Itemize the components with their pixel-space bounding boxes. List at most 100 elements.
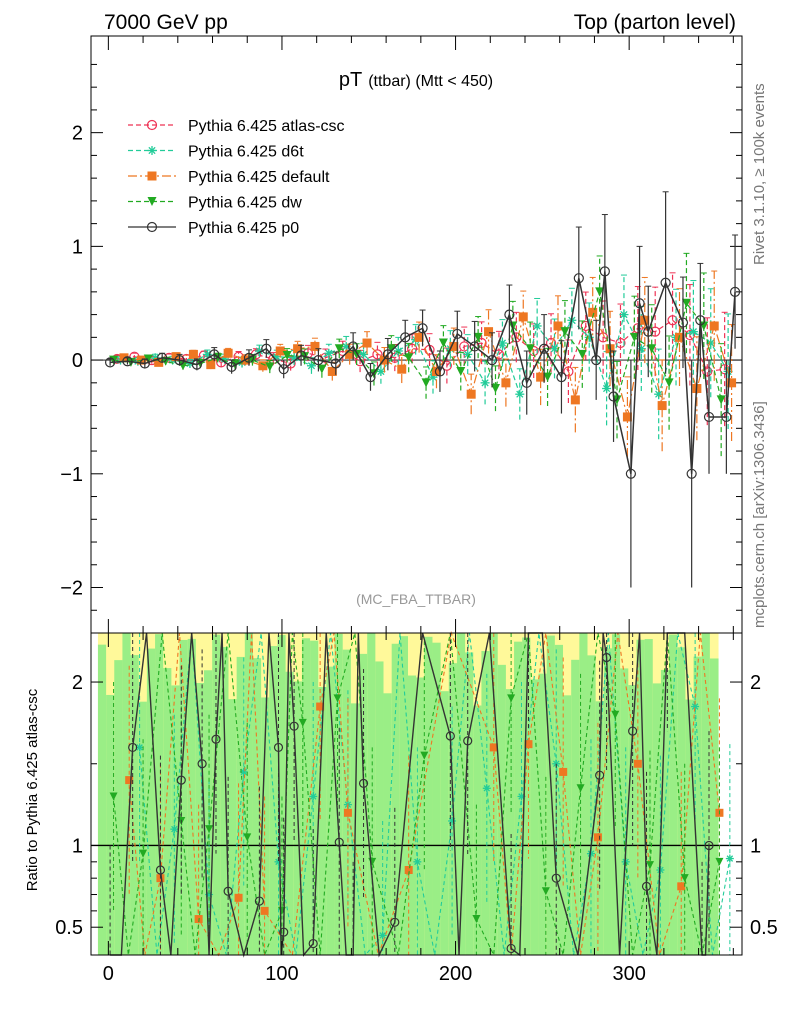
marker-open-circle bbox=[334, 837, 344, 847]
ratio-band-green bbox=[375, 661, 385, 955]
legend: Pythia 6.425 atlas-csc Pythia 6.425 d6t Py… bbox=[128, 118, 345, 237]
marker-square bbox=[657, 401, 667, 411]
main-data-layer bbox=[91, 191, 742, 588]
marker-open-circle bbox=[278, 364, 289, 375]
marker-square bbox=[622, 412, 632, 422]
ratio-band-green bbox=[628, 685, 637, 955]
marker-triangle bbox=[611, 710, 620, 719]
xtick-label: 200 bbox=[439, 963, 472, 985]
marker-open-circle bbox=[625, 468, 636, 479]
marker-open-circle bbox=[643, 326, 654, 337]
ratio-ytick-label-right: 0.5 bbox=[750, 917, 778, 939]
marker-open-circle bbox=[243, 352, 255, 363]
marker-open-circle bbox=[191, 359, 202, 370]
main-panel: −2 −1 0 1 2 pT (ttbar) (Mtt < 450) (MC_FBA_T… bbox=[60, 35, 743, 634]
marker-star bbox=[688, 327, 698, 337]
ratio-band-green bbox=[261, 697, 270, 955]
marker-star-stroke bbox=[414, 858, 421, 866]
marker-square bbox=[275, 346, 285, 356]
marker-triangle bbox=[265, 362, 275, 372]
marker-open-circle bbox=[601, 652, 612, 663]
ratio-band-green bbox=[709, 658, 719, 955]
ratio-band-green bbox=[579, 633, 588, 955]
marker-open-circle bbox=[452, 328, 463, 340]
xtick-label: 100 bbox=[265, 963, 298, 985]
ratio-band-green bbox=[163, 668, 172, 955]
marker-open-circle bbox=[641, 881, 652, 891]
ratio-band-green bbox=[220, 647, 229, 955]
marker-star bbox=[309, 792, 318, 801]
ratio-ylabel: Ratio to Pythia 6.425 atlas-csc bbox=[24, 688, 41, 891]
marker-open-circle bbox=[686, 468, 697, 479]
marker-star bbox=[463, 349, 473, 359]
marker-star-stroke bbox=[377, 367, 385, 376]
ratio-ytick-label: 2 bbox=[72, 672, 83, 694]
marker-triangle bbox=[595, 287, 605, 297]
marker-triangle bbox=[576, 784, 585, 793]
marker-star-stroke bbox=[136, 744, 143, 751]
marker-square bbox=[258, 361, 268, 371]
marker-open-circle bbox=[486, 354, 498, 366]
marker-square bbox=[188, 349, 198, 359]
marker-triangle bbox=[645, 861, 654, 870]
marker-star-stroke bbox=[171, 825, 178, 833]
marker-square bbox=[588, 307, 598, 317]
ratio-band-green bbox=[416, 677, 425, 955]
legend-item: Pythia 6.425 default bbox=[128, 169, 330, 186]
marker-square bbox=[484, 327, 494, 337]
marker-square bbox=[397, 364, 407, 374]
marker-triangle bbox=[543, 372, 553, 382]
marker-open-circle bbox=[146, 221, 158, 233]
marker-open-circle bbox=[573, 273, 584, 284]
marker-open-circle bbox=[382, 349, 393, 360]
marker-open-circle bbox=[595, 770, 605, 780]
marker-triangle bbox=[420, 751, 429, 760]
marker-star-stroke bbox=[655, 390, 663, 398]
marker-open-circle bbox=[254, 896, 264, 906]
marker-triangle bbox=[541, 887, 550, 896]
marker-open-circle bbox=[122, 356, 133, 367]
ratio-band-green bbox=[538, 673, 548, 955]
legend-label: Pythia 6.425 dw bbox=[188, 195, 302, 212]
marker-star bbox=[550, 344, 560, 354]
ratio-band-green bbox=[114, 660, 123, 955]
ratio-ytick-label-right: 1 bbox=[750, 835, 761, 857]
legend-label: Pythia 6.425 p0 bbox=[188, 220, 299, 237]
marker-star-stroke bbox=[516, 390, 524, 398]
marker-square bbox=[362, 338, 372, 348]
ratio-band-green bbox=[171, 685, 181, 955]
ratio-band-green bbox=[432, 642, 442, 955]
series-4 bbox=[104, 191, 741, 588]
ratio-band-green bbox=[367, 633, 376, 955]
ratio-band-green bbox=[669, 634, 678, 955]
ratio-band-green bbox=[644, 639, 654, 955]
marker-open-circle bbox=[628, 726, 638, 736]
marker-triangle bbox=[680, 874, 689, 883]
marker-open-circle bbox=[308, 938, 318, 949]
ratio-band-green bbox=[326, 666, 336, 955]
ratio-band-green bbox=[440, 691, 450, 955]
marker-triangle bbox=[109, 792, 118, 801]
ratio-band-green bbox=[611, 634, 621, 955]
marker-star-stroke bbox=[620, 310, 628, 319]
marker-triangle bbox=[507, 694, 516, 703]
marker-open-circle bbox=[157, 352, 168, 363]
marker-triangle bbox=[472, 915, 481, 924]
marker-open-circle bbox=[660, 277, 671, 288]
marker-star-stroke bbox=[464, 350, 472, 359]
marker-star-stroke bbox=[240, 768, 248, 776]
marker-open-circle bbox=[358, 778, 369, 788]
xtick-label: 0 bbox=[103, 963, 114, 985]
ratio-band-green bbox=[407, 675, 417, 955]
ytick-label: 2 bbox=[72, 123, 83, 145]
ratio-band-green bbox=[554, 644, 564, 955]
series-2 bbox=[119, 270, 737, 458]
ratio-band-green bbox=[620, 668, 629, 955]
ratio-band-green bbox=[391, 643, 401, 955]
marker-square bbox=[310, 341, 320, 351]
ytick-label: 0 bbox=[72, 350, 83, 372]
marker-open-circle bbox=[608, 391, 619, 402]
marker-open-circle bbox=[695, 315, 706, 326]
header-collision: 7000 GeV pp bbox=[104, 11, 228, 34]
marker-square bbox=[633, 759, 642, 768]
